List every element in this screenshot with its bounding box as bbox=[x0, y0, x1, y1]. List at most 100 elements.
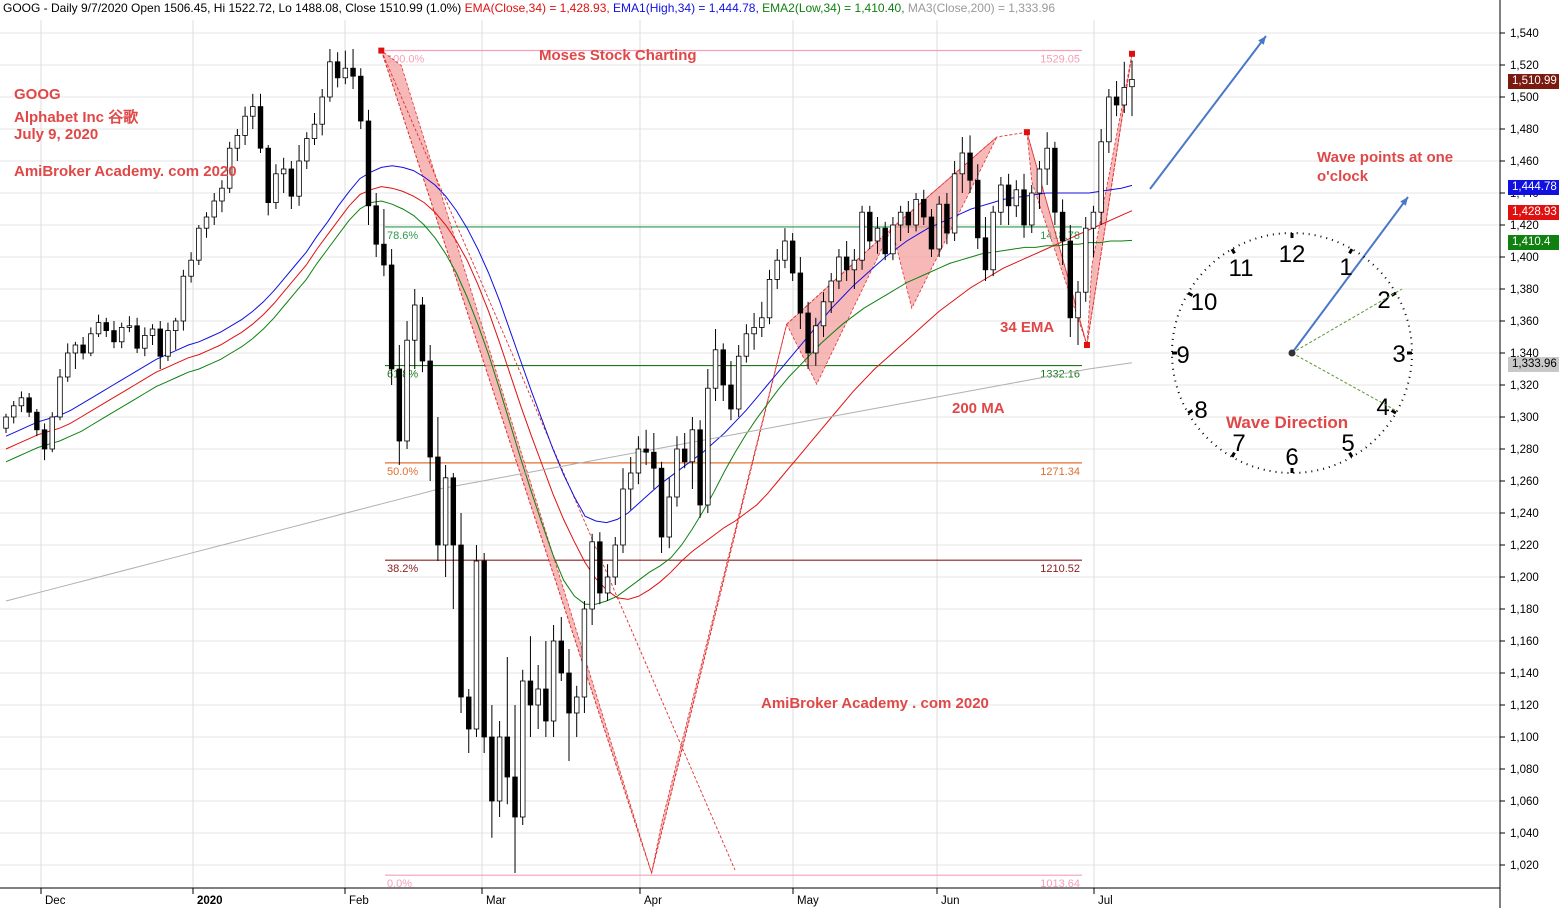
y-tick-label: 1,160 bbox=[1510, 636, 1539, 648]
candle-body bbox=[867, 211, 873, 242]
clock-number: 5 bbox=[1341, 430, 1354, 457]
clock-tick bbox=[1230, 248, 1236, 255]
candle-body bbox=[219, 187, 225, 202]
chart-header: GOOG - Daily 9/7/2020 Open 1506.45, Hi 1… bbox=[3, 1, 1055, 15]
price-tag-ema: 1,428.93 bbox=[1508, 205, 1559, 220]
candle-body bbox=[126, 325, 133, 328]
candle-body bbox=[851, 259, 858, 271]
candle-body bbox=[142, 334, 148, 349]
indicator-line bbox=[5, 362, 1133, 602]
annotation-ema34: 34 EMA bbox=[1000, 319, 1055, 336]
candle-body bbox=[373, 205, 379, 245]
candle-body bbox=[890, 224, 896, 255]
fib-value-label: 1210.52 bbox=[1040, 563, 1080, 575]
candle-body bbox=[905, 211, 912, 226]
candle-body bbox=[273, 173, 279, 204]
candle-body bbox=[412, 304, 418, 341]
annotation-site-top: AmiBroker Academy. com 2020 bbox=[14, 163, 237, 180]
candle-body bbox=[103, 322, 109, 332]
y-tick-label: 1,240 bbox=[1510, 508, 1539, 520]
candle-body bbox=[1121, 87, 1128, 106]
candle-body bbox=[350, 67, 356, 77]
annotation-title: Moses Stock Charting bbox=[539, 47, 697, 64]
trend-arrow-head bbox=[1258, 36, 1266, 45]
header-ema1: EMA1(High,34) = 1,444.78, bbox=[613, 1, 763, 15]
candle-body bbox=[49, 416, 55, 450]
candle-body bbox=[759, 317, 765, 328]
candle-body bbox=[334, 61, 341, 79]
candle-body bbox=[311, 123, 318, 139]
x-tick-label: Dec bbox=[45, 895, 66, 907]
x-tick-label: Jun bbox=[941, 895, 960, 907]
candle-body bbox=[242, 115, 248, 136]
y-tick-label: 1,320 bbox=[1510, 380, 1539, 392]
y-tick-label: 1,460 bbox=[1510, 156, 1539, 168]
candle-body bbox=[180, 275, 187, 322]
candle-body bbox=[589, 541, 595, 610]
y-tick-label: 1,400 bbox=[1510, 252, 1539, 264]
y-tick-label: 1,540 bbox=[1510, 28, 1539, 40]
candle-body bbox=[226, 147, 233, 189]
harmonic-projection bbox=[380, 50, 736, 871]
candle-body bbox=[874, 227, 881, 242]
wave-arrows bbox=[1149, 35, 1409, 354]
y-tick-label: 1,220 bbox=[1510, 540, 1539, 552]
candle-body bbox=[982, 237, 989, 271]
candle-body bbox=[1044, 147, 1050, 170]
candle-body bbox=[134, 325, 140, 349]
candle-body bbox=[3, 416, 9, 429]
candle-body bbox=[381, 243, 387, 266]
candle-body bbox=[265, 147, 271, 203]
clock-tick bbox=[1390, 409, 1397, 415]
indicator-line bbox=[5, 186, 1133, 600]
annotation-wave-direction: Wave Direction bbox=[1226, 413, 1349, 432]
candle-body bbox=[419, 304, 426, 362]
y-tick-label: 1,420 bbox=[1510, 220, 1539, 232]
candle-body bbox=[558, 640, 565, 674]
candle-body bbox=[959, 152, 966, 175]
candle-body bbox=[836, 256, 842, 282]
x-tick-label: May bbox=[797, 895, 819, 907]
candle-body bbox=[604, 576, 611, 594]
candle-body bbox=[319, 96, 325, 125]
candle-body bbox=[1013, 189, 1020, 207]
candle-body bbox=[512, 776, 518, 818]
candle-body bbox=[72, 344, 79, 354]
y-tick-label: 1,300 bbox=[1510, 412, 1539, 424]
clock-tick bbox=[1187, 409, 1194, 415]
candle-body bbox=[358, 75, 364, 122]
candle-body bbox=[1021, 189, 1027, 226]
header-symbol-info: GOOG - Daily 9/7/2020 Open 1506.45, Hi 1… bbox=[3, 1, 465, 15]
candle-body bbox=[705, 387, 711, 506]
clock-tick bbox=[1348, 451, 1354, 458]
y-tick-label: 1,040 bbox=[1510, 828, 1539, 840]
candle-body bbox=[466, 696, 472, 730]
x-tick-label: Mar bbox=[486, 895, 506, 907]
candle-body bbox=[57, 376, 63, 418]
candle-body bbox=[157, 328, 163, 357]
header-ema2: EMA2(Low,34) = 1,410.40, bbox=[762, 1, 908, 15]
candle-body bbox=[735, 355, 742, 410]
candle-body bbox=[658, 467, 665, 538]
candle-body bbox=[458, 544, 464, 698]
candle-body bbox=[720, 349, 726, 386]
candle-body bbox=[1036, 168, 1043, 194]
candle-body bbox=[342, 67, 349, 79]
y-tick-label: 1,100 bbox=[1510, 732, 1539, 744]
clock-hand-1 bbox=[1291, 196, 1409, 354]
candle-body bbox=[80, 344, 86, 354]
candle-body bbox=[296, 160, 302, 197]
y-tick-label: 1,500 bbox=[1510, 92, 1539, 104]
candlesticks bbox=[3, 49, 1135, 873]
candle-body bbox=[1113, 96, 1120, 106]
clock-center bbox=[1288, 349, 1296, 357]
candle-body bbox=[535, 688, 541, 706]
candle-body bbox=[882, 227, 888, 255]
clock-number: 6 bbox=[1285, 444, 1298, 471]
clock-tick bbox=[1230, 451, 1236, 458]
fib-percent-label: 38.2% bbox=[387, 563, 418, 575]
y-tick-label: 1,380 bbox=[1510, 284, 1539, 296]
candle-body bbox=[712, 349, 719, 389]
y-tick-label: 1,480 bbox=[1510, 124, 1539, 136]
